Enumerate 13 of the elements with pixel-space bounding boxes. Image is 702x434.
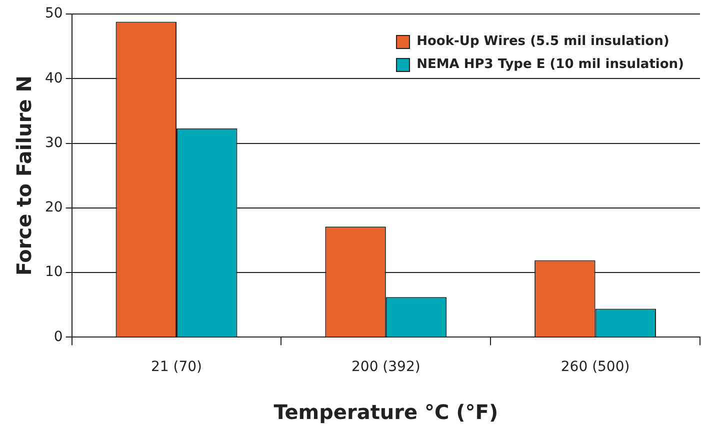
x-tick-label: 21 (70) bbox=[151, 359, 202, 376]
x-tick-label: 200 (392) bbox=[351, 359, 420, 376]
y-tick-label: 0 bbox=[54, 328, 63, 345]
y-tick-label: 50 bbox=[44, 6, 63, 22]
y-tick-label: 20 bbox=[44, 200, 63, 216]
y-tick-label: 40 bbox=[44, 70, 63, 86]
y-tick-label: 10 bbox=[44, 264, 63, 280]
x-axis-title: Temperature °C (°F) bbox=[274, 400, 498, 424]
y-tick-label: 30 bbox=[44, 134, 63, 151]
legend-label: NEMA HP3 Type E (10 mil insulation) bbox=[416, 57, 684, 72]
legend-label: Hook-Up Wires (5.5 mil insulation) bbox=[416, 34, 670, 49]
y-axis-title: Force to Failure N bbox=[12, 76, 36, 276]
x-tick-label: 260 (500) bbox=[560, 359, 630, 376]
